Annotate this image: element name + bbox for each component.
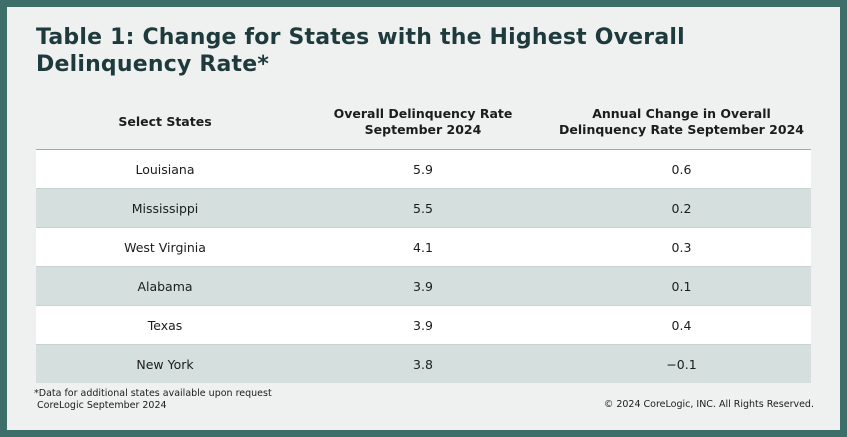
header-rate-line-1: Overall Delinquency Rate (333, 106, 513, 121)
title-line-2: Delinquency Rate* (36, 52, 270, 77)
cell-change: 0.1 (552, 266, 811, 306)
cell-rate: 5.9 (294, 149, 552, 189)
cell-rate: 3.8 (294, 344, 552, 383)
cell-change: 0.4 (552, 305, 811, 345)
footnote: *Data for additional states available up… (34, 388, 272, 412)
header-overall-rate: Overall Delinquency Rate September 2024 (294, 95, 552, 150)
table-row: Louisiana 5.9 0.6 (36, 149, 811, 189)
table-row: Alabama 3.9 0.1 (36, 266, 811, 306)
footnote-source: CoreLogic September 2024 (37, 400, 167, 411)
cell-change: −0.1 (552, 344, 811, 383)
table-row: West Virginia 4.1 0.3 (36, 227, 811, 267)
table-card: Table 1: Change for States with the High… (7, 7, 840, 430)
header-change-line-1: Annual Change in Overall (592, 106, 771, 121)
header-select-states: Select States (36, 95, 294, 150)
title-line-1: Table 1: Change for States with the High… (36, 25, 685, 50)
copyright-notice: © 2024 CoreLogic, INC. All Rights Reserv… (603, 399, 814, 410)
header-annual-change: Annual Change in Overall Delinquency Rat… (552, 95, 811, 150)
cell-state: New York (36, 344, 294, 383)
cell-rate: 3.9 (294, 266, 552, 306)
header-rate-line-2: September 2024 (364, 122, 482, 137)
cell-state: Louisiana (36, 149, 294, 189)
page-title: Table 1: Change for States with the High… (36, 24, 685, 78)
table-header-row: Select States Overall Delinquency Rate S… (36, 95, 811, 150)
cell-rate: 3.9 (294, 305, 552, 345)
cell-state: Texas (36, 305, 294, 345)
cell-change: 0.3 (552, 227, 811, 267)
delinquency-table: Select States Overall Delinquency Rate S… (36, 95, 811, 383)
table-row: New York 3.8 −0.1 (36, 344, 811, 383)
cell-rate: 4.1 (294, 227, 552, 267)
cell-state: West Virginia (36, 227, 294, 267)
footnote-note: *Data for additional states available up… (34, 388, 272, 399)
cell-change: 0.2 (552, 188, 811, 228)
table-row: Texas 3.9 0.4 (36, 305, 811, 345)
header-state-label: Select States (118, 114, 212, 129)
cell-state: Alabama (36, 266, 294, 306)
cell-rate: 5.5 (294, 188, 552, 228)
cell-state: Mississippi (36, 188, 294, 228)
cell-change: 0.6 (552, 149, 811, 189)
table-row: Mississippi 5.5 0.2 (36, 188, 811, 228)
header-change-line-2: Delinquency Rate September 2024 (559, 122, 804, 137)
